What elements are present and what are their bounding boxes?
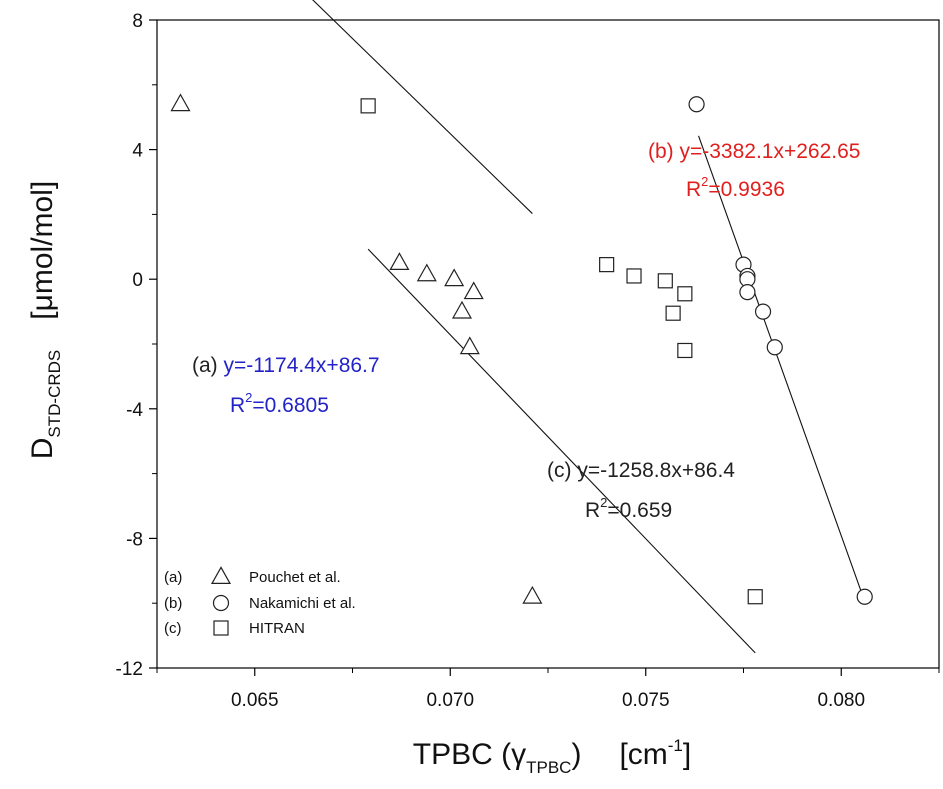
r2-label: R xyxy=(230,394,245,417)
y-axis-label: DSTD-CRDS [μmol/mol] xyxy=(26,181,64,460)
point-c xyxy=(626,268,642,284)
fit-equation-text: y=-3382.1x+262.65 xyxy=(680,140,861,163)
legend-marker-b xyxy=(212,594,230,612)
y-tick-label: -4 xyxy=(126,400,143,421)
point-a xyxy=(459,336,480,355)
point-b xyxy=(754,303,772,320)
y-tick-label: -8 xyxy=(126,529,143,550)
point-c xyxy=(747,589,763,605)
legend-tag-c: (c) xyxy=(164,620,182,637)
point-b xyxy=(766,339,783,356)
r2-sup: 2 xyxy=(701,174,708,189)
y-label-sub: STD-CRDS xyxy=(45,350,64,438)
fit-line-c xyxy=(367,248,756,654)
fit-r2-c: R2=0.659 xyxy=(585,495,672,522)
point-b xyxy=(739,284,756,301)
y-tick-label: 0 xyxy=(132,270,143,291)
y-tick-label: 8 xyxy=(132,11,143,32)
legend-label-b: Nakamichi et al. xyxy=(249,595,356,612)
legend: (a) Pouchet et al. (b) Nakamichi et al. (c) H… xyxy=(164,566,356,637)
legend-marker-c xyxy=(213,620,229,636)
y-label-main: D xyxy=(26,438,59,460)
fit-equation-c: (c) y=-1258.8x+86.4 xyxy=(547,459,735,482)
legend-label-c: HITRAN xyxy=(249,620,305,637)
point-c xyxy=(599,257,615,273)
x-label-unit-close: ] xyxy=(683,738,691,771)
r2-label: R xyxy=(585,499,600,522)
fit-equation-text: y=-1258.8x+86.4 xyxy=(577,459,735,482)
x-label-close: ) xyxy=(571,738,581,771)
y-tick-label: 4 xyxy=(132,141,143,162)
fit-prefix: (c) xyxy=(547,459,577,482)
x-label-unit-open: [cm xyxy=(619,738,667,771)
x-tick-label: 0.080 xyxy=(817,690,865,711)
legend-marker-a xyxy=(210,566,232,585)
r2-sup: 2 xyxy=(245,390,252,405)
x-label-greek: γ xyxy=(511,738,526,771)
fit-equation-a: (a) y=-1174.4x+86.7 xyxy=(192,354,380,377)
x-tick-label: 0.070 xyxy=(426,690,474,711)
fit-equation-text: y=-1174.4x+86.7 xyxy=(224,354,380,377)
point-b xyxy=(856,588,873,605)
legend-label-a: Pouchet et al. xyxy=(249,569,341,586)
point-c xyxy=(677,342,693,359)
fit-annotations: (a) y=-1174.4x+86.7R2=0.6805(b) y=-3382.… xyxy=(192,140,860,522)
x-axis-label: TPBC (γTPBC) [cm-1] xyxy=(413,736,691,777)
point-a xyxy=(451,300,473,319)
point-c xyxy=(677,286,693,302)
x-label-main: TPBC ( xyxy=(413,738,511,771)
fit-line-a xyxy=(312,0,533,214)
x-tick-label: 0.065 xyxy=(231,690,279,711)
r2-value: =0.6805 xyxy=(252,394,329,417)
fit-prefix: (a) xyxy=(192,354,224,377)
point-a xyxy=(444,268,465,287)
point-c xyxy=(665,305,681,321)
y-tick-label: -12 xyxy=(116,659,143,680)
r2-sup: 2 xyxy=(600,495,607,510)
fit-lines xyxy=(312,0,866,654)
point-b xyxy=(688,96,705,113)
point-a xyxy=(170,93,191,112)
x-axis: 0.065 0.070 0.075 0.080 xyxy=(156,668,940,711)
r2-value: =0.659 xyxy=(607,499,672,522)
point-a xyxy=(522,585,543,604)
legend-tag-a: (a) xyxy=(164,569,182,586)
point-a xyxy=(389,252,410,270)
x-tick-label: 0.075 xyxy=(622,690,670,711)
fit-r2-a: R2=0.6805 xyxy=(230,390,329,417)
fit-equation-b: (b) y=-3382.1x+262.65 xyxy=(648,140,860,163)
r2-value: =0.9936 xyxy=(708,178,785,201)
legend-tag-b: (b) xyxy=(164,595,182,612)
y-label-unit: [μmol/mol] xyxy=(26,181,59,320)
r2-label: R xyxy=(686,178,701,201)
fit-line-b xyxy=(698,135,866,602)
x-label-unit-sup: -1 xyxy=(668,736,683,755)
y-axis: 8 4 0 -4 -8 -12 xyxy=(116,11,157,680)
point-a xyxy=(416,263,437,282)
fit-prefix: (b) xyxy=(648,140,680,163)
point-c xyxy=(657,273,673,289)
x-label-sub: TPBC xyxy=(526,758,571,777)
point-c xyxy=(360,98,376,114)
point-a xyxy=(463,281,484,300)
data-markers xyxy=(170,93,873,605)
fit-r2-b: R2=0.9936 xyxy=(686,174,785,201)
